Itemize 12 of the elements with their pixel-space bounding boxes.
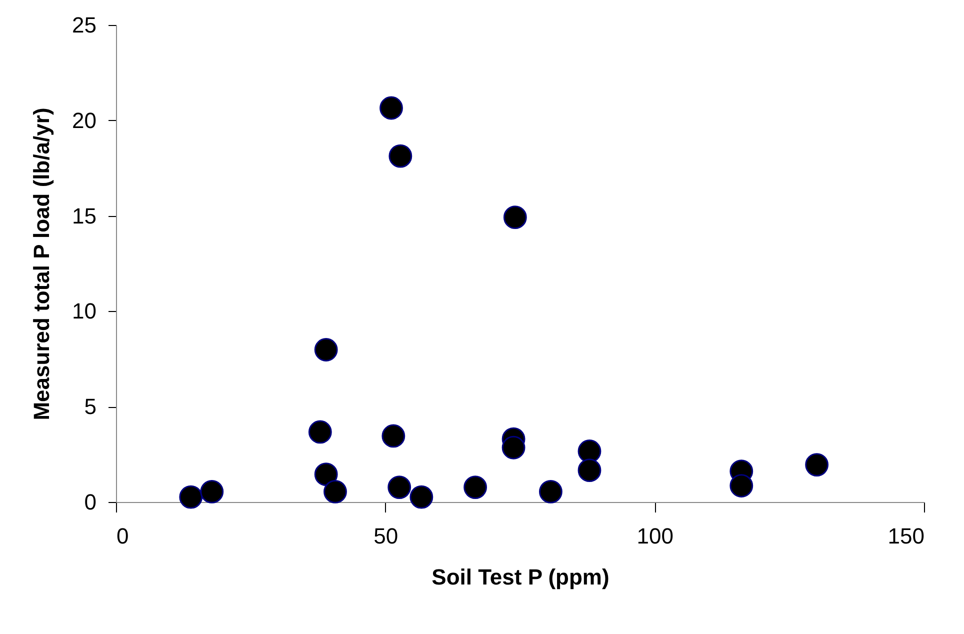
y-tick-label: 20 bbox=[72, 108, 96, 133]
x-tick-label: 150 bbox=[888, 524, 924, 548]
y-tick-label: 10 bbox=[72, 298, 96, 324]
y-tick-label: 25 bbox=[72, 12, 96, 38]
x-axis-title: Soil Test P (ppm) bbox=[432, 564, 610, 590]
y-axis-title: Measured total P load (lb/a/yr) bbox=[29, 108, 54, 420]
y-tick-label: 15 bbox=[72, 203, 96, 228]
x-tick-label: 0 bbox=[116, 524, 129, 548]
y-tick-label: 0 bbox=[84, 490, 96, 514]
y-tick-label: 5 bbox=[84, 394, 96, 420]
x-tick-label: 100 bbox=[636, 524, 674, 548]
x-tick-label: 50 bbox=[374, 524, 398, 548]
